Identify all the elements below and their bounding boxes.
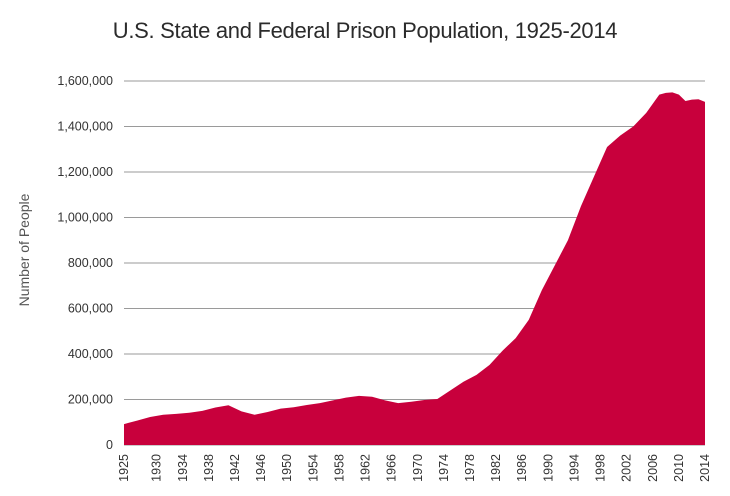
y-tick-labels: 0 200,000 400,000 600,000 800,000 1,000,000 1,… [57, 74, 113, 452]
x-tick-label: 1982 [489, 454, 503, 482]
y-tick-label: 400,000 [68, 347, 113, 361]
x-tick-label: 1958 [332, 454, 346, 482]
y-tick-label: 1,200,000 [57, 165, 113, 179]
x-tick-label: 2014 [698, 454, 712, 482]
x-tick-label: 1998 [594, 454, 608, 482]
x-tick-label: 2010 [672, 454, 686, 482]
y-tick-label: 200,000 [68, 393, 113, 407]
x-tick-label: 2002 [620, 454, 634, 482]
x-tick-label: 1962 [359, 454, 373, 482]
x-tick-label: 1966 [385, 454, 399, 482]
x-tick-label: 1994 [567, 454, 581, 482]
y-tick-label: 1,600,000 [57, 74, 113, 88]
x-tick-label: 1990 [541, 454, 555, 482]
x-tick-label: 1978 [463, 454, 477, 482]
x-tick-labels: 1925 1930 1934 1938 1942 1946 1950 1954 1958 1962… [117, 454, 712, 482]
x-tick-label: 1930 [150, 454, 164, 482]
x-tick-label: 1974 [437, 454, 451, 482]
x-tick-label: 1934 [176, 454, 190, 482]
x-tick-label: 1925 [117, 454, 131, 482]
y-tick-label: 0 [106, 438, 113, 452]
y-tick-label: 1,000,000 [57, 211, 113, 225]
x-tick-label: 1942 [228, 454, 242, 482]
x-tick-label: 1938 [202, 454, 216, 482]
y-tick-label: 600,000 [68, 302, 113, 316]
x-tick-label: 1986 [515, 454, 529, 482]
population-area [124, 92, 705, 445]
y-tick-label: 1,400,000 [57, 120, 113, 134]
x-tick-label: 1950 [280, 454, 294, 482]
chart-title: U.S. State and Federal Prison Population… [112, 18, 618, 43]
x-tick-label: 1954 [306, 454, 320, 482]
y-tick-label: 800,000 [68, 256, 113, 270]
x-tick-label: 1970 [411, 454, 425, 482]
plot-area [124, 92, 705, 445]
x-tick-label: 1946 [254, 454, 268, 482]
x-tick-label: 2006 [646, 454, 660, 482]
